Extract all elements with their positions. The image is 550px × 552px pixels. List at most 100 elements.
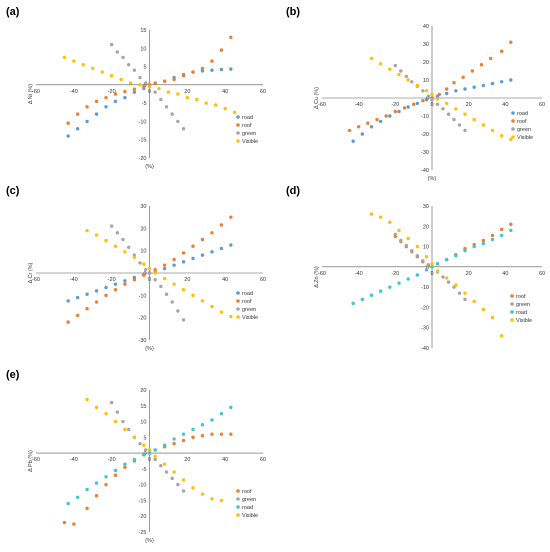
data-point-roof (123, 89, 127, 94)
legend-entry: green (516, 302, 530, 308)
data-point-green (109, 224, 114, 228)
data-point-visible (85, 228, 89, 233)
data-point-visible (94, 405, 99, 410)
data-point-road (415, 101, 420, 106)
legend-entry: Visible (242, 315, 258, 321)
y-tick-label: 20 (140, 226, 146, 232)
data-point-roof (94, 494, 99, 498)
y-tick-label: -15 (139, 138, 147, 144)
x-tick-label: -20 (108, 277, 116, 283)
data-point-roof (366, 121, 370, 125)
data-point-roof (461, 75, 465, 80)
data-point-road (415, 273, 420, 277)
data-point-road (351, 139, 355, 143)
data-point-road (229, 67, 233, 71)
data-point-roof (172, 257, 176, 262)
x-tick-label: 0 (148, 457, 151, 463)
y-tick-label: -15 (139, 498, 147, 504)
data-point-green (126, 427, 131, 432)
y-tick-label: -20 (139, 316, 147, 322)
panel-0: (a)-60-40-200204060151050-5-10-15-20(%)Δ… (6, 6, 266, 170)
data-point-visible (219, 310, 224, 314)
legend-marker (236, 131, 240, 135)
panel-label: (a) (6, 6, 20, 18)
x-tick-label: -20 (391, 102, 399, 108)
x-tick-label: -40 (355, 271, 363, 277)
data-point-visible (490, 128, 495, 133)
y-tick-label: 10 (423, 245, 429, 251)
data-point-road (388, 114, 392, 118)
data-point-green (399, 69, 403, 73)
data-point-roof (219, 48, 224, 52)
panel-label: (e) (6, 369, 20, 381)
data-point-visible (119, 77, 123, 82)
data-point-visible (138, 83, 142, 87)
data-point-green (181, 127, 186, 131)
data-point-road (162, 443, 167, 447)
data-point-visible (113, 419, 118, 424)
x-tick-label: 60 (539, 271, 545, 277)
data-point-visible (181, 288, 186, 292)
data-point-green (421, 259, 425, 263)
legend-entry: road (517, 111, 528, 117)
data-point-road (454, 254, 458, 258)
x-tick-label: 60 (260, 89, 266, 95)
data-point-road (229, 405, 233, 410)
data-point-road (75, 295, 80, 300)
data-point-visible (499, 134, 504, 138)
data-point-green (426, 263, 431, 267)
data-point-green (463, 297, 467, 302)
data-point-road (181, 260, 186, 264)
x-tick-label: -60 (318, 271, 326, 277)
x-tick-label: 0 (430, 271, 433, 277)
legend-entry: roof (242, 299, 252, 305)
y-tick-label: 30 (140, 204, 146, 210)
data-point-green (170, 112, 174, 116)
y-tick-label: 15 (140, 404, 146, 410)
x-tick-label: 60 (260, 457, 266, 463)
y-tick-label: -40 (421, 346, 429, 352)
data-point-green (121, 55, 125, 60)
data-point-roof (200, 66, 205, 71)
data-point-road (191, 256, 195, 261)
data-point-green (138, 75, 142, 80)
data-point-roof (210, 231, 214, 235)
data-point-visible (454, 283, 458, 287)
data-point-visible (94, 233, 99, 237)
data-point-roof (402, 106, 407, 110)
data-point-green (121, 419, 125, 424)
legend-entry: roof (242, 489, 252, 495)
y-tick-label: 10 (140, 46, 146, 52)
data-point-visible (185, 95, 190, 100)
data-point-visible (166, 90, 171, 94)
data-point-roof (85, 105, 89, 109)
y-tick-label: -10 (139, 119, 147, 125)
data-point-green (132, 68, 137, 72)
data-point-road (66, 134, 70, 138)
data-point-road (94, 481, 99, 485)
legend-entry: green (517, 127, 531, 133)
data-point-road (454, 89, 458, 93)
data-point-roof (356, 125, 361, 129)
data-point-visible (406, 236, 410, 241)
data-point-green (109, 42, 114, 47)
legend-marker (236, 299, 240, 303)
data-point-roof (384, 114, 388, 118)
data-point-green (410, 80, 414, 84)
data-point-roof (113, 473, 118, 477)
data-point-roof (499, 49, 504, 53)
data-point-roof (66, 121, 70, 125)
legend-marker (236, 513, 240, 517)
data-point-road (75, 495, 80, 499)
x-tick-label: -40 (70, 277, 78, 283)
data-point-road (66, 299, 70, 303)
data-point-roof (85, 506, 89, 511)
data-point-road (388, 285, 392, 289)
data-point-road (123, 462, 127, 466)
data-point-road (397, 281, 401, 285)
data-point-roof (191, 70, 195, 74)
data-point-road (219, 246, 224, 251)
data-point-green (457, 123, 462, 127)
data-point-green (404, 74, 409, 79)
data-point-visible (147, 448, 152, 452)
